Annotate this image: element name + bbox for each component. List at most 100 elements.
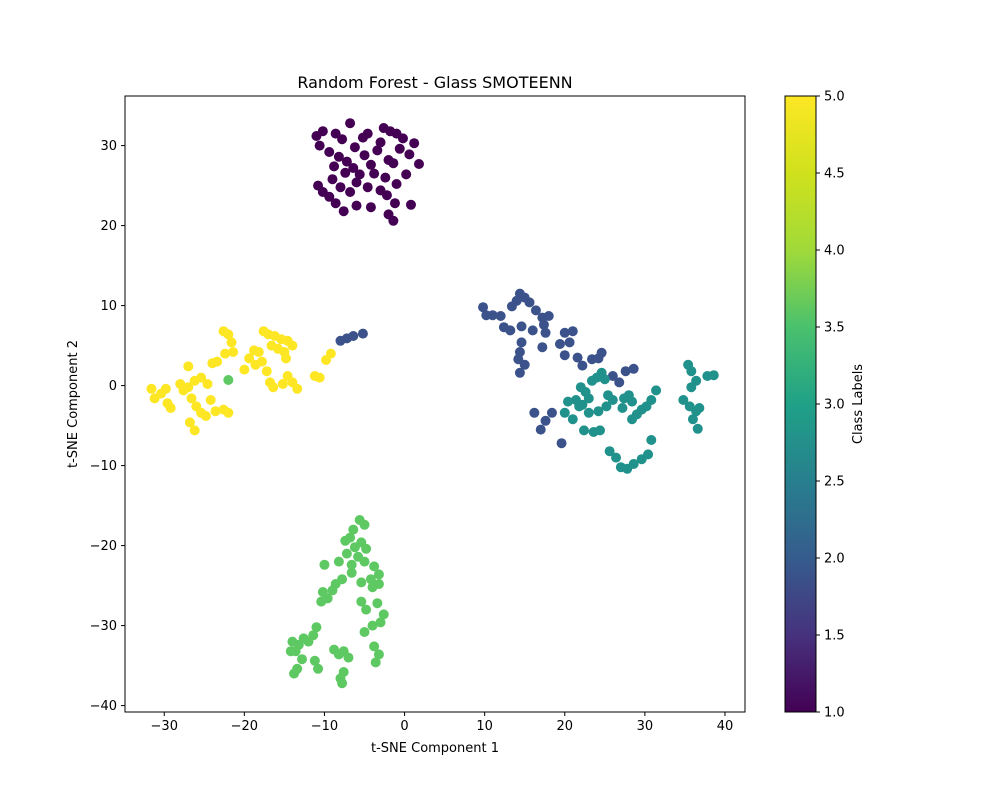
- scatter-point-class-5: [226, 337, 237, 348]
- scatter-point-class-1: [401, 169, 412, 180]
- scatter-point-class-1: [389, 198, 400, 209]
- y-tick-label: −20: [90, 539, 117, 554]
- scatter-point-class-5: [281, 353, 292, 364]
- scatter-point-class-3: [627, 414, 638, 425]
- chart-title: Random Forest - Glass SMOTEENN: [297, 73, 572, 92]
- scatter-point-class-4: [370, 657, 381, 668]
- scatter-point-class-2: [487, 310, 498, 321]
- scatter-point-class-5: [253, 347, 264, 357]
- scatter-point-class-3: [574, 401, 585, 412]
- scatter-point-class-1: [327, 174, 338, 185]
- scatter-point-class-2: [516, 337, 527, 348]
- scatter-point-class-2: [529, 407, 540, 418]
- x-tick-label: 40: [717, 719, 734, 734]
- scatter-point-class-3: [599, 374, 610, 385]
- scatter-point-class-4: [359, 519, 370, 530]
- scatter-point-class-2: [554, 339, 565, 349]
- scatter-point-class-1: [341, 156, 352, 167]
- y-tick-label: 10: [100, 299, 117, 314]
- scatter-point-class-2: [577, 360, 588, 371]
- scatter-point-class-1: [335, 182, 346, 193]
- scatter-point-class-5: [277, 379, 288, 389]
- scatter-point-class-1: [388, 215, 399, 226]
- scatter-point-class-5: [261, 366, 272, 377]
- scatter-point-class-1: [330, 198, 341, 209]
- scatter-point-class-2: [495, 311, 506, 321]
- scatter-point-class-4: [373, 649, 384, 660]
- scatter-point-class-2: [538, 319, 549, 330]
- scatter-point-class-4: [348, 524, 359, 535]
- scatter-point-class-4: [375, 617, 386, 628]
- scatter-point-class-4: [356, 596, 367, 607]
- colorbar-tick-label: 2.0: [824, 552, 845, 567]
- scatter-point-class-5: [186, 393, 197, 404]
- scatter-point-class-3: [694, 403, 705, 413]
- scatter-point-class-2: [535, 424, 546, 435]
- scatter-point-class-4: [337, 678, 348, 689]
- scatter-point-class-1: [351, 200, 362, 211]
- scatter-point-class-4: [327, 585, 338, 596]
- scatter-point-class-1: [409, 138, 420, 149]
- scatter-point-class-5: [210, 406, 221, 417]
- scatter-point-class-2: [537, 342, 548, 353]
- scatter-point-class-1: [324, 147, 335, 157]
- scatter-point-class-1: [365, 159, 376, 170]
- scatter-point-class-2: [620, 366, 631, 377]
- scatter-point-class-4: [346, 567, 357, 578]
- scatter-point-class-4: [285, 646, 296, 657]
- colorbar-tick-label: 3.5: [824, 321, 845, 336]
- scatter-point-class-4: [378, 609, 389, 620]
- plot-background: [125, 96, 745, 712]
- scatter-point-class-1: [391, 179, 402, 189]
- scatter-point-class-3: [686, 382, 697, 393]
- scatter-points: [146, 118, 719, 689]
- scatter-point-class-4: [341, 548, 352, 559]
- scatter-point-class-2: [540, 327, 551, 338]
- scatter-point-class-4: [287, 636, 298, 647]
- scatter-point-class-3: [617, 403, 628, 413]
- scatter-point-class-1: [362, 182, 373, 193]
- colorbar-tick-label: 4.5: [824, 167, 845, 182]
- scatter-point-class-2: [519, 359, 530, 370]
- scatter-point-class-5: [325, 348, 336, 359]
- scatter-point-class-3: [601, 401, 612, 412]
- scatter-point-class-3: [593, 406, 604, 417]
- scatter-point-class-4: [369, 561, 380, 572]
- scatter-point-class-1: [388, 158, 399, 169]
- scatter-point-class-1: [348, 163, 359, 173]
- colorbar-ticks: 1.0 1.5 2.0 2.5 3.0 3.5 4.0 4.5 5.0: [816, 90, 845, 721]
- scatter-point-class-2: [516, 321, 527, 332]
- scatter-point-class-1: [340, 167, 351, 178]
- scatter-point-class-5: [183, 361, 194, 372]
- scatter-point-class-5: [239, 364, 250, 375]
- y-tick-label: −30: [90, 619, 117, 634]
- scatter-point-class-3: [567, 414, 578, 425]
- scatter-point-class-2: [614, 377, 625, 388]
- scatter-point-class-1: [413, 159, 424, 169]
- scatter-point-class-3: [643, 449, 654, 460]
- scatter-point-class-2: [527, 325, 538, 336]
- scatter-point-class-1: [338, 206, 349, 217]
- scatter-point-class-2: [556, 438, 567, 449]
- scatter-point-class-5: [189, 375, 200, 386]
- scatter-point-class-1: [359, 150, 370, 161]
- y-tick-label: 0: [109, 379, 117, 394]
- scatter-point-class-1: [380, 172, 391, 183]
- scatter-point-class-3: [583, 407, 594, 418]
- y-axis: −40 −30 −20 −10 0 10 20 30: [90, 139, 125, 714]
- scatter-point-class-4: [333, 556, 344, 567]
- scatter-point-class-3: [651, 385, 662, 396]
- scatter-point-class-5: [202, 379, 213, 389]
- scatter-point-class-3: [595, 425, 606, 436]
- scatter-point-class-1: [329, 161, 340, 172]
- scatter-point-class-2: [505, 325, 516, 336]
- scatter-point-class-5: [200, 411, 211, 421]
- scatter-point-class-4: [356, 577, 367, 588]
- scatter-point-class-5: [160, 383, 171, 394]
- scatter-point-class-2: [546, 407, 557, 418]
- scatter-point-class-1: [404, 149, 415, 160]
- scatter-point-class-5: [146, 383, 157, 394]
- scatter-point-class-2: [572, 352, 583, 363]
- scatter-point-class-2: [478, 302, 489, 313]
- scatter-point-class-2: [559, 327, 570, 338]
